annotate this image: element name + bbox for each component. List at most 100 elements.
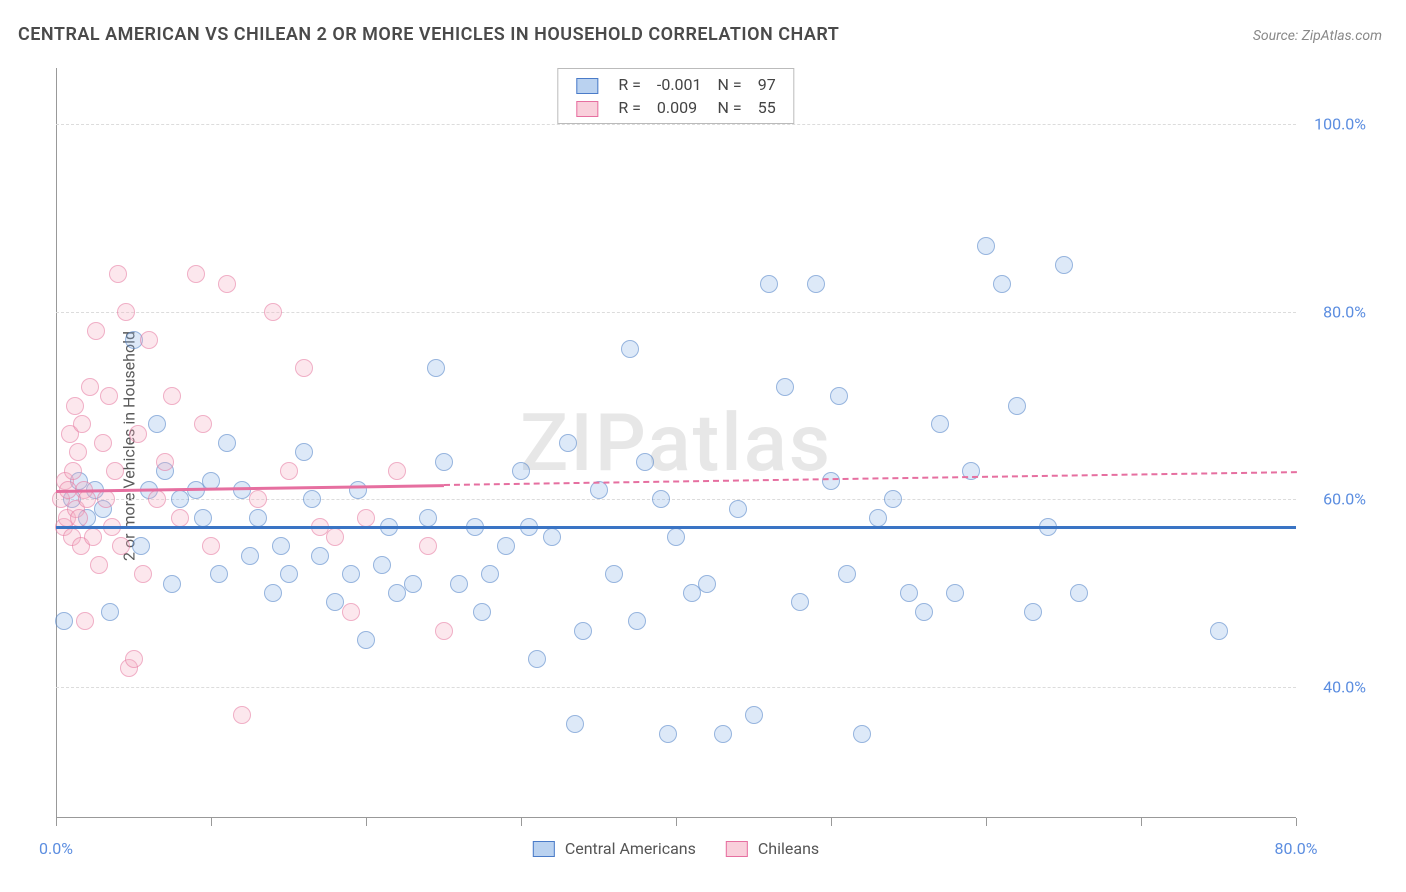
scatter-point-central [559, 434, 577, 452]
x-tick [56, 818, 57, 826]
scatter-point-central [977, 237, 995, 255]
scatter-point-central [404, 575, 422, 593]
scatter-point-chilean [140, 331, 158, 349]
scatter-point-central [249, 509, 267, 527]
scatter-point-chilean [106, 462, 124, 480]
legend-item-chilean: Chileans [726, 839, 819, 858]
scatter-point-central [621, 340, 639, 358]
scatter-point-central [1070, 584, 1088, 602]
scatter-point-central [1024, 603, 1042, 621]
scatter-point-chilean [64, 462, 82, 480]
correlation-legend: R = -0.001 N = 97 R = 0.009 N = 55 [557, 68, 794, 124]
scatter-point-chilean [78, 490, 96, 508]
scatter-point-chilean [233, 706, 251, 724]
scatter-point-central [450, 575, 468, 593]
scatter-point-central [481, 565, 499, 583]
scatter-point-chilean [148, 490, 166, 508]
scatter-point-chilean [187, 265, 205, 283]
scatter-point-central [264, 584, 282, 602]
scatter-point-chilean [388, 462, 406, 480]
scatter-point-central [473, 603, 491, 621]
r-label-1: R = [610, 73, 649, 96]
x-tick [211, 818, 212, 826]
legend-swatch-central [576, 78, 598, 94]
scatter-point-chilean [156, 453, 174, 471]
scatter-point-chilean [94, 434, 112, 452]
scatter-point-central [218, 434, 236, 452]
source-label: Source: [1253, 28, 1298, 44]
x-tick [986, 818, 987, 826]
scatter-point-central [349, 481, 367, 499]
scatter-point-central [946, 584, 964, 602]
scatter-point-central [830, 387, 848, 405]
scatter-point-central [993, 275, 1011, 293]
scatter-point-chilean [112, 537, 130, 555]
x-tick [676, 818, 677, 826]
scatter-point-central [241, 547, 259, 565]
n-label-1: N = [710, 73, 750, 96]
scatter-point-chilean [97, 490, 115, 508]
scatter-point-chilean [100, 387, 118, 405]
x-tick [366, 818, 367, 826]
legend-label-central: Central Americans [565, 839, 696, 858]
scatter-point-chilean [73, 415, 91, 433]
scatter-point-chilean [90, 556, 108, 574]
scatter-point-central [698, 575, 716, 593]
legend-item-central: Central Americans [533, 839, 696, 858]
scatter-point-central [148, 415, 166, 433]
legend-swatch-chilean-2 [726, 841, 748, 857]
chart-title: CENTRAL AMERICAN VS CHILEAN 2 OR MORE VE… [18, 24, 839, 45]
scatter-point-central [931, 415, 949, 433]
scatter-point-central [659, 725, 677, 743]
scatter-point-chilean [84, 528, 102, 546]
scatter-point-central [272, 537, 290, 555]
scatter-point-central [652, 490, 670, 508]
scatter-point-chilean [69, 443, 87, 461]
scatter-point-chilean [109, 265, 127, 283]
scatter-point-central [566, 715, 584, 733]
r-value-central: -0.001 [649, 73, 710, 96]
scatter-point-central [1008, 397, 1026, 415]
legend-label-chilean: Chileans [758, 839, 819, 858]
scatter-point-central [295, 443, 313, 461]
scatter-point-central [636, 453, 654, 471]
scatter-point-central [280, 565, 298, 583]
y-tick-label: 80.0% [1323, 302, 1366, 321]
scatter-point-chilean [129, 425, 147, 443]
scatter-point-central [194, 509, 212, 527]
scatter-point-central [101, 603, 119, 621]
scatter-point-chilean [194, 415, 212, 433]
trend-line-chilean-dashed [443, 471, 1296, 486]
scatter-point-chilean [280, 462, 298, 480]
scatter-point-chilean [342, 603, 360, 621]
scatter-point-central [605, 565, 623, 583]
x-tick-label: 0.0% [39, 839, 73, 858]
scatter-point-central [869, 509, 887, 527]
scatter-point-chilean [249, 490, 267, 508]
scatter-point-central [667, 528, 685, 546]
scatter-point-central [714, 725, 732, 743]
scatter-point-central [807, 275, 825, 293]
x-tick [1296, 818, 1297, 826]
r-value-chilean: 0.009 [649, 96, 710, 119]
scatter-point-chilean [295, 359, 313, 377]
source-value: ZipAtlas.com [1302, 28, 1382, 44]
n-label-2: N = [710, 96, 750, 119]
y-tick-label: 60.0% [1323, 490, 1366, 509]
scatter-point-chilean [125, 650, 143, 668]
scatter-point-central [884, 490, 902, 508]
scatter-point-chilean [357, 509, 375, 527]
scatter-point-central [163, 575, 181, 593]
gridline-h [56, 312, 1296, 313]
x-tick [831, 818, 832, 826]
gridline-h [56, 687, 1296, 688]
scatter-point-central [528, 650, 546, 668]
n-value-central: 97 [750, 73, 784, 96]
scatter-point-chilean [81, 378, 99, 396]
scatter-point-chilean [326, 528, 344, 546]
gridline-h [56, 499, 1296, 500]
scatter-point-central [497, 537, 515, 555]
scatter-point-central [574, 622, 592, 640]
scatter-point-central [543, 528, 561, 546]
scatter-point-central [853, 725, 871, 743]
